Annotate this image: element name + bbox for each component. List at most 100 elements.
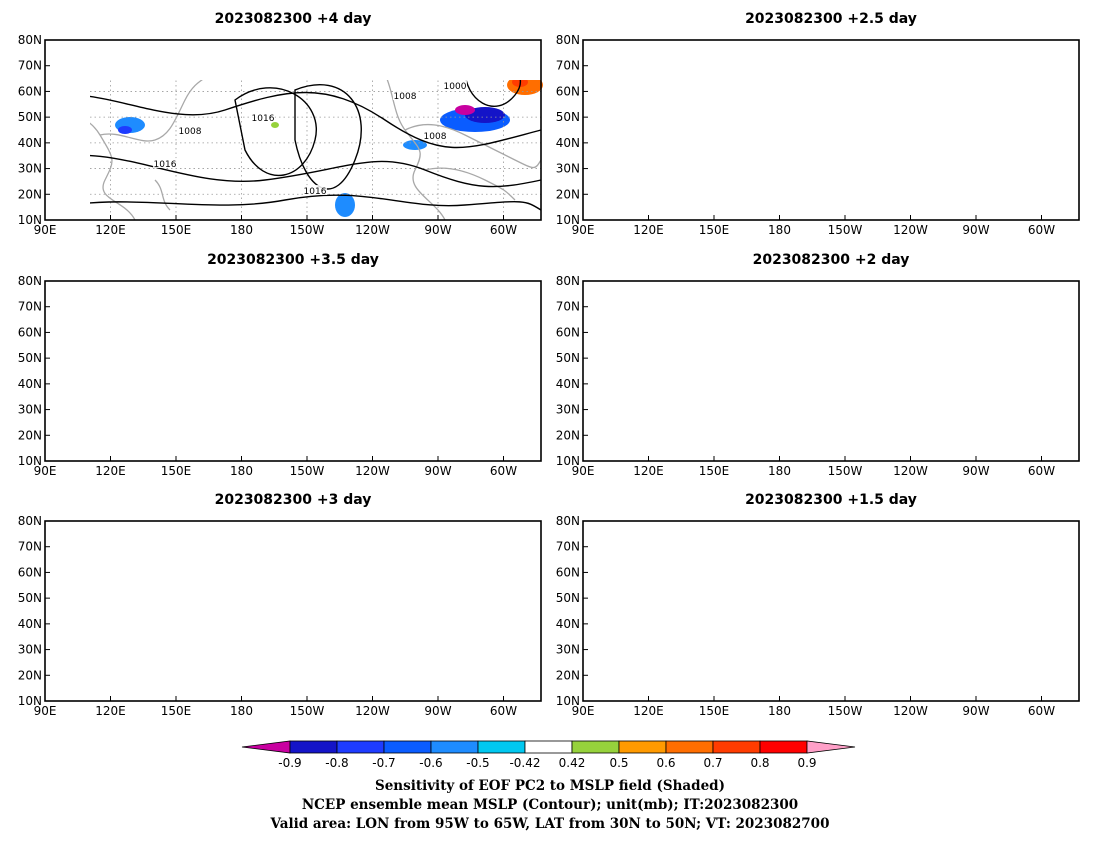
coastline xyxy=(405,606,541,649)
sensitivity-shading xyxy=(1003,87,1023,103)
sensitivity-shading xyxy=(112,352,148,380)
lon-tick-label: 120E xyxy=(633,464,664,478)
sensitivity-shading xyxy=(1058,568,1078,584)
lat-tick-label: 80N xyxy=(556,514,580,528)
map-plot-area: 1016 1016 1008 1000 1008 1016 1008 1016 1008 xyxy=(45,281,542,467)
lon-tick-label: 90E xyxy=(34,704,57,718)
lon-tick-label: 180 xyxy=(230,464,253,478)
lon-tick-label: 90W xyxy=(962,704,989,718)
contour-label-background xyxy=(806,157,830,167)
lon-tick-label: 60W xyxy=(1028,704,1055,718)
contour-label-background xyxy=(48,343,72,353)
contour-label: 1016 xyxy=(602,361,625,371)
sensitivity-shading xyxy=(122,597,158,625)
lat-tick-label: 60N xyxy=(556,565,580,579)
coastline xyxy=(823,40,943,60)
sensitivity-shading xyxy=(456,589,470,605)
mslp-contour xyxy=(792,316,828,351)
contour-label: 1008 xyxy=(892,330,915,340)
lon-tick-label: 120E xyxy=(633,223,664,237)
lon-tick-label: 150W xyxy=(290,464,325,478)
lat-tick-label: 70N xyxy=(18,300,42,314)
contour-label: 1016 xyxy=(632,164,655,174)
lon-tick-label: 60W xyxy=(490,704,517,718)
contour-label-background xyxy=(826,320,850,330)
footer-line-1: Sensitivity of EOF PC2 to MSLP field (Sh… xyxy=(375,778,725,794)
contour-label: 1016 xyxy=(1042,132,1065,142)
sensitivity-shading xyxy=(190,681,240,701)
sensitivity-shading xyxy=(458,346,488,366)
lon-tick-label: 150W xyxy=(290,223,325,237)
colorbar-tick-label: 0.8 xyxy=(750,756,769,770)
mslp-contour xyxy=(583,60,1079,87)
mslp-contour xyxy=(233,566,291,647)
sensitivity-shading xyxy=(926,160,950,180)
map-panel: 2023082300 +3.5 day101610161008100010081… xyxy=(18,252,542,478)
contour-label: 1008 xyxy=(124,408,147,418)
contour-label: 1016 xyxy=(992,563,1015,573)
coastline xyxy=(485,50,541,71)
contour-label: 1016 xyxy=(817,638,840,648)
mslp-contour xyxy=(45,524,551,541)
sensitivity-shading xyxy=(937,586,949,596)
lat-tick-label: 20N xyxy=(18,668,42,682)
colorbar-swatch xyxy=(665,740,714,754)
lat-tick-label: 70N xyxy=(18,540,42,554)
sensitivity-shading xyxy=(763,627,783,635)
panel-frame xyxy=(582,520,1080,702)
sensitivity-shading xyxy=(271,122,279,128)
lon-tick-label: 150W xyxy=(828,704,863,718)
contour-label-background xyxy=(913,522,937,532)
contour-label-background xyxy=(951,336,975,346)
contour-label: 1016 xyxy=(162,614,185,624)
lat-tick-label: 20N xyxy=(556,187,580,201)
contour-label: 1008 xyxy=(914,524,937,534)
mslp-contour xyxy=(255,316,305,412)
sensitivity-shading xyxy=(1011,661,1035,681)
coastline xyxy=(405,366,541,409)
contour-label-background xyxy=(601,359,625,369)
mslp-contour xyxy=(90,194,542,211)
contour-label: 1016 xyxy=(902,144,925,154)
sensitivity-shading xyxy=(85,42,155,58)
sensitivity-shading xyxy=(465,107,505,123)
coastline xyxy=(155,661,170,691)
colorbar-swatches xyxy=(241,740,856,754)
coastline xyxy=(583,581,673,701)
lon-tick-label: 150E xyxy=(161,704,192,718)
colorbar-tick-label: 0.9 xyxy=(797,756,816,770)
coastline xyxy=(425,409,515,441)
map-plot-area: 1008 1016 1016 1008 1024 1016 1016 1016 1008 xyxy=(583,521,1079,701)
sensitivity-shading xyxy=(700,546,716,556)
coastline xyxy=(90,122,136,221)
lon-tick-label: 120W xyxy=(355,223,390,237)
contour-label: 1016 xyxy=(850,663,873,673)
coastline xyxy=(100,311,215,382)
contour-label: 1016 xyxy=(782,544,805,554)
mslp-contour xyxy=(90,154,542,188)
contour-label: 1016 xyxy=(279,564,302,574)
coastline xyxy=(99,80,203,142)
mslp-contour xyxy=(583,291,1079,301)
sensitivity-shading xyxy=(907,136,919,144)
contour-label-background xyxy=(251,112,275,122)
contour-label: 1016 xyxy=(409,564,432,574)
mslp-contour xyxy=(583,577,1079,610)
contour-label-background xyxy=(1041,130,1065,140)
lat-tick-label: 50N xyxy=(556,351,580,365)
contour-label-background xyxy=(153,158,177,168)
lat-tick-label: 30N xyxy=(556,403,580,417)
panel-frame xyxy=(582,39,1080,221)
mslp-contour xyxy=(45,405,541,432)
lat-tick-label: 10N xyxy=(556,694,580,708)
contour-label-background xyxy=(721,285,745,295)
mslp-contour xyxy=(583,353,1079,380)
lat-tick-label: 50N xyxy=(18,351,42,365)
mslp-contour xyxy=(295,564,343,644)
lat-tick-label: 40N xyxy=(556,377,580,391)
lon-tick-label: 60W xyxy=(490,223,517,237)
lon-tick-label: 120W xyxy=(893,464,928,478)
coastline xyxy=(424,167,516,201)
